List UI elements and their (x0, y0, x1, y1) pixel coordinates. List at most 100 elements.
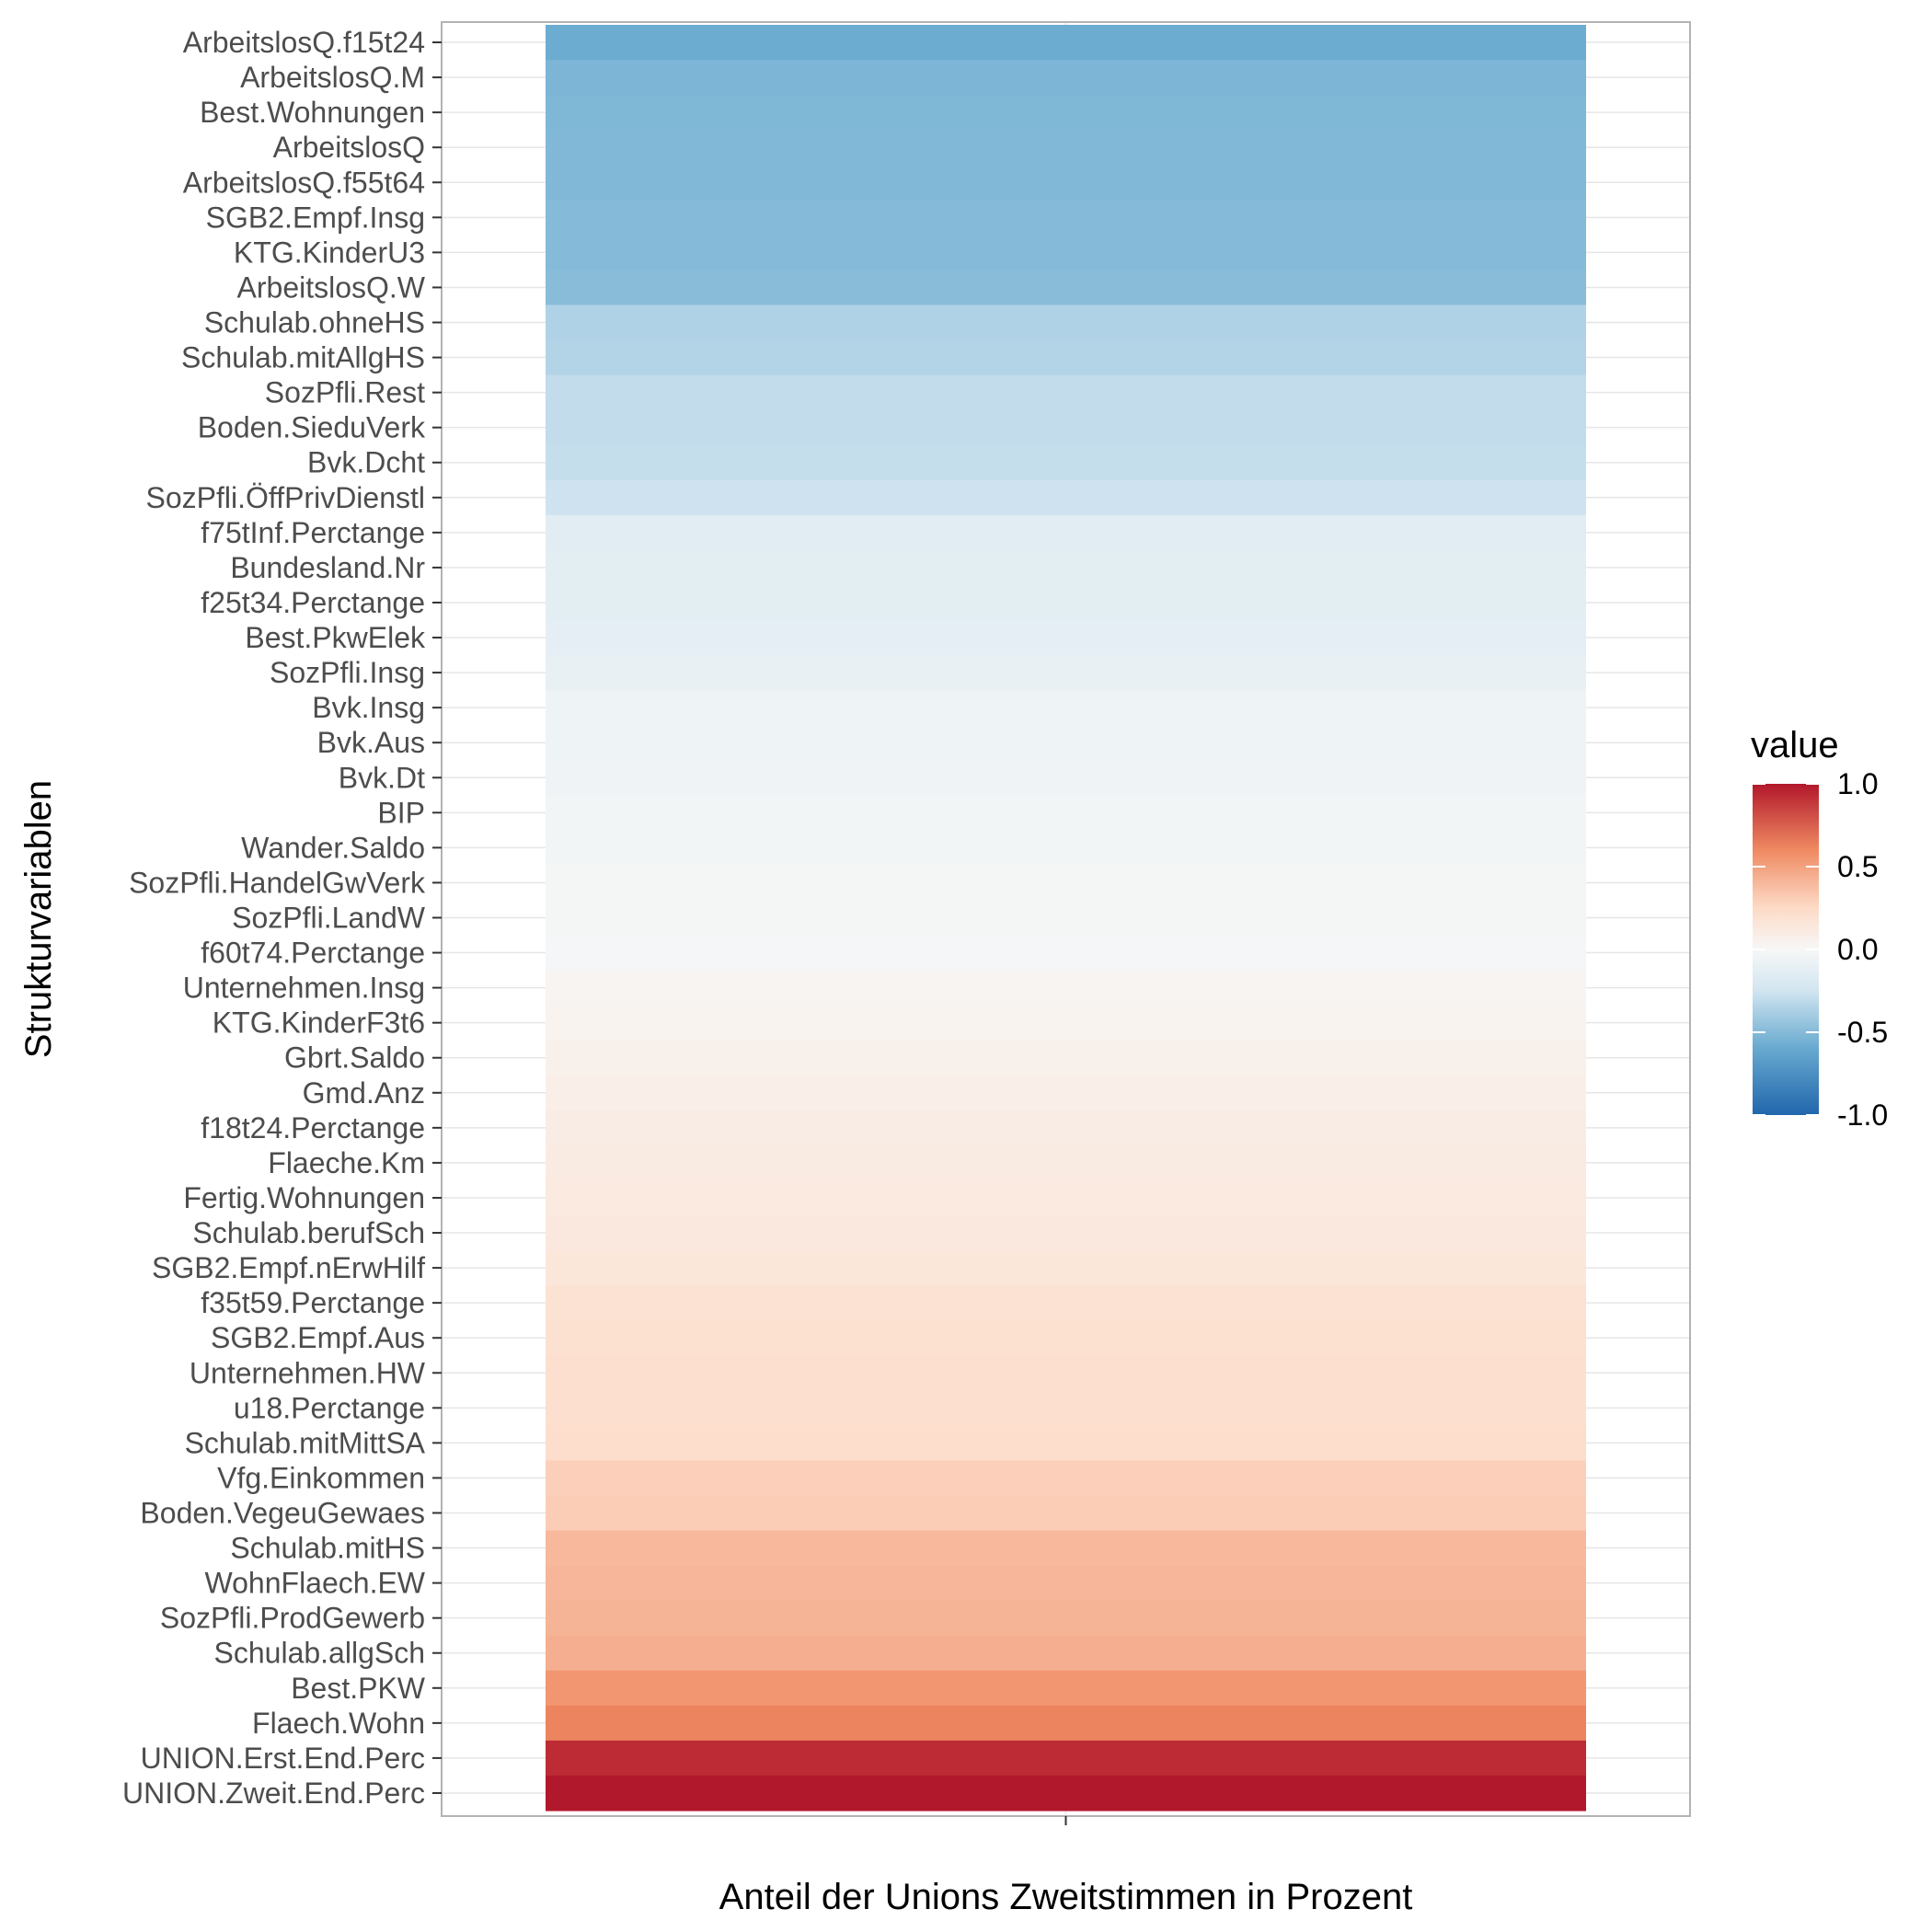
heatmap-tile (546, 305, 1586, 341)
y-tick-label: BIP (377, 796, 425, 829)
y-tick-label: Schulab.ohneHS (204, 306, 425, 339)
heatmap-tile (546, 1355, 1586, 1391)
legend-tick-label: -0.5 (1837, 1016, 1888, 1049)
heatmap-tile (546, 760, 1586, 796)
y-tick-label: f35t59.Perctange (201, 1286, 425, 1319)
heatmap-tile (546, 935, 1586, 972)
y-tick-label: Best.Wohnungen (200, 96, 425, 129)
heatmap-tile (546, 1530, 1586, 1567)
legend-tick-label: 1.0 (1837, 767, 1878, 800)
heatmap-tile (546, 444, 1586, 481)
y-tick-label: Wander.Saldo (241, 831, 425, 864)
y-tick-label: Flaech.Wohn (252, 1707, 425, 1740)
y-tick-label: Best.PkwElek (245, 621, 426, 654)
y-tick-label: Bvk.Dcht (307, 446, 425, 479)
legend-title: value (1751, 725, 1839, 765)
y-tick-label: UNION.Zweit.End.Perc (122, 1777, 425, 1810)
heatmap-tile (546, 1425, 1586, 1462)
y-tick-label: f60t74.Perctange (201, 937, 425, 970)
heatmap-tile (546, 1775, 1586, 1811)
heatmap-tile (546, 1320, 1586, 1356)
y-tick-label: KTG.KinderU3 (234, 236, 425, 269)
y-tick-label: UNION.Erst.End.Perc (141, 1742, 425, 1775)
y-tick-label: Flaeche.Km (268, 1146, 425, 1179)
heatmap-tile (546, 1179, 1586, 1216)
y-tick-label: Bvk.Dt (339, 761, 425, 794)
heatmap-tile (546, 1144, 1586, 1181)
heatmap-tile (546, 1390, 1586, 1426)
heatmap-tile (546, 200, 1586, 236)
heatmap-tile (546, 795, 1586, 831)
heatmap-tile (546, 270, 1586, 306)
legend-tick-label: 0.5 (1837, 850, 1878, 883)
heatmap-tile (546, 865, 1586, 902)
y-tick-label: SozPfli.LandW (232, 902, 426, 935)
heatmap-tile (546, 1705, 1586, 1742)
x-axis-title: Anteil der Unions Zweitstimmen in Prozen… (719, 1877, 1413, 1917)
heatmap-tile (546, 1740, 1586, 1777)
heatmap-tile (546, 725, 1586, 761)
heatmap-tile (546, 25, 1586, 61)
heatmap-tile (546, 1250, 1586, 1286)
y-tick-label: Schulab.mitAllgHS (181, 341, 425, 374)
y-tick-label: KTG.KinderF3t6 (213, 1006, 425, 1040)
legend-tick-label: 0.0 (1837, 933, 1878, 966)
heatmap-tile (546, 1565, 1586, 1602)
heatmap-tile (546, 374, 1586, 411)
heatmap-tile (546, 409, 1586, 446)
y-tick-label: ArbeitslosQ.M (240, 61, 425, 94)
legend-tick-label: -1.0 (1837, 1098, 1888, 1132)
y-tick-label: ArbeitslosQ.f15t24 (183, 26, 425, 59)
y-tick-label: SozPfli.Rest (265, 376, 425, 409)
heatmap-tile (546, 1670, 1586, 1707)
y-tick-label: Boden.VegeuGewaes (140, 1497, 425, 1530)
y-axis-ticks: ArbeitslosQ.f15t24ArbeitslosQ.MBest.Wohn… (122, 26, 442, 1810)
y-tick-label: Schulab.berufSch (192, 1216, 425, 1249)
heatmap-tile (546, 1635, 1586, 1672)
heatmap-tile (546, 970, 1586, 1006)
heatmap-tiles (546, 25, 1586, 1811)
y-tick-label: Schulab.allgSch (214, 1637, 425, 1670)
y-tick-label: SozPfli.ProdGewerb (160, 1602, 425, 1635)
y-tick-label: Bvk.Insg (312, 691, 425, 724)
y-tick-label: Gbrt.Saldo (284, 1041, 425, 1075)
y-tick-label: Unternehmen.Insg (183, 972, 425, 1005)
legend-ticks: 1.0 0.5 0.0 -0.5 -1.0 (1753, 767, 1888, 1132)
y-tick-label: ArbeitslosQ.W (237, 270, 426, 304)
y-tick-label: Bvk.Aus (317, 726, 425, 759)
heatmap-tile (546, 1005, 1586, 1041)
y-tick-label: Boden.SieduVerk (198, 411, 426, 444)
y-tick-label: f25t34.Perctange (201, 586, 425, 619)
heatmap-tile (546, 60, 1586, 96)
y-tick-label: SozPfli.ÖffPrivDienstl (146, 481, 426, 514)
heatmap-tile (546, 830, 1586, 867)
y-tick-label: Gmd.Anz (303, 1076, 425, 1110)
heatmap-tile (546, 620, 1586, 656)
heatmap-tile (546, 1075, 1586, 1111)
heatmap-tile (546, 235, 1586, 271)
color-legend: value 1.0 0.5 0.0 -0.5 -1.0 (1751, 725, 1888, 1132)
y-tick-label: SGB2.Empf.Insg (206, 201, 425, 234)
y-tick-label: u18.Perctange (234, 1391, 425, 1424)
y-tick-label: f75tInf.Perctange (201, 516, 425, 549)
heatmap-tile (546, 690, 1586, 726)
heatmap-tile (546, 339, 1586, 376)
heatmap-tile (546, 95, 1586, 131)
y-tick-label: SozPfli.HandelGwVerk (129, 866, 426, 899)
heatmap-tile (546, 1285, 1586, 1321)
heatmap-tile (546, 1495, 1586, 1532)
y-tick-label: ArbeitslosQ.f55t64 (183, 166, 425, 199)
heatmap-tile (546, 1215, 1586, 1251)
heatmap-tile (546, 1460, 1586, 1497)
y-tick-label: Best.PKW (291, 1672, 426, 1705)
y-tick-label: f18t24.Perctange (201, 1111, 425, 1144)
y-tick-label: SGB2.Empf.Aus (211, 1321, 425, 1354)
heatmap-tile (546, 549, 1586, 586)
y-tick-label: Schulab.mitMittSA (185, 1426, 426, 1459)
y-tick-label: Vfg.Einkommen (217, 1461, 425, 1494)
heatmap-tile (546, 1110, 1586, 1146)
heatmap-tile (546, 165, 1586, 201)
y-tick-label: ArbeitslosQ (273, 131, 425, 164)
y-tick-label: SozPfli.Insg (270, 656, 425, 689)
